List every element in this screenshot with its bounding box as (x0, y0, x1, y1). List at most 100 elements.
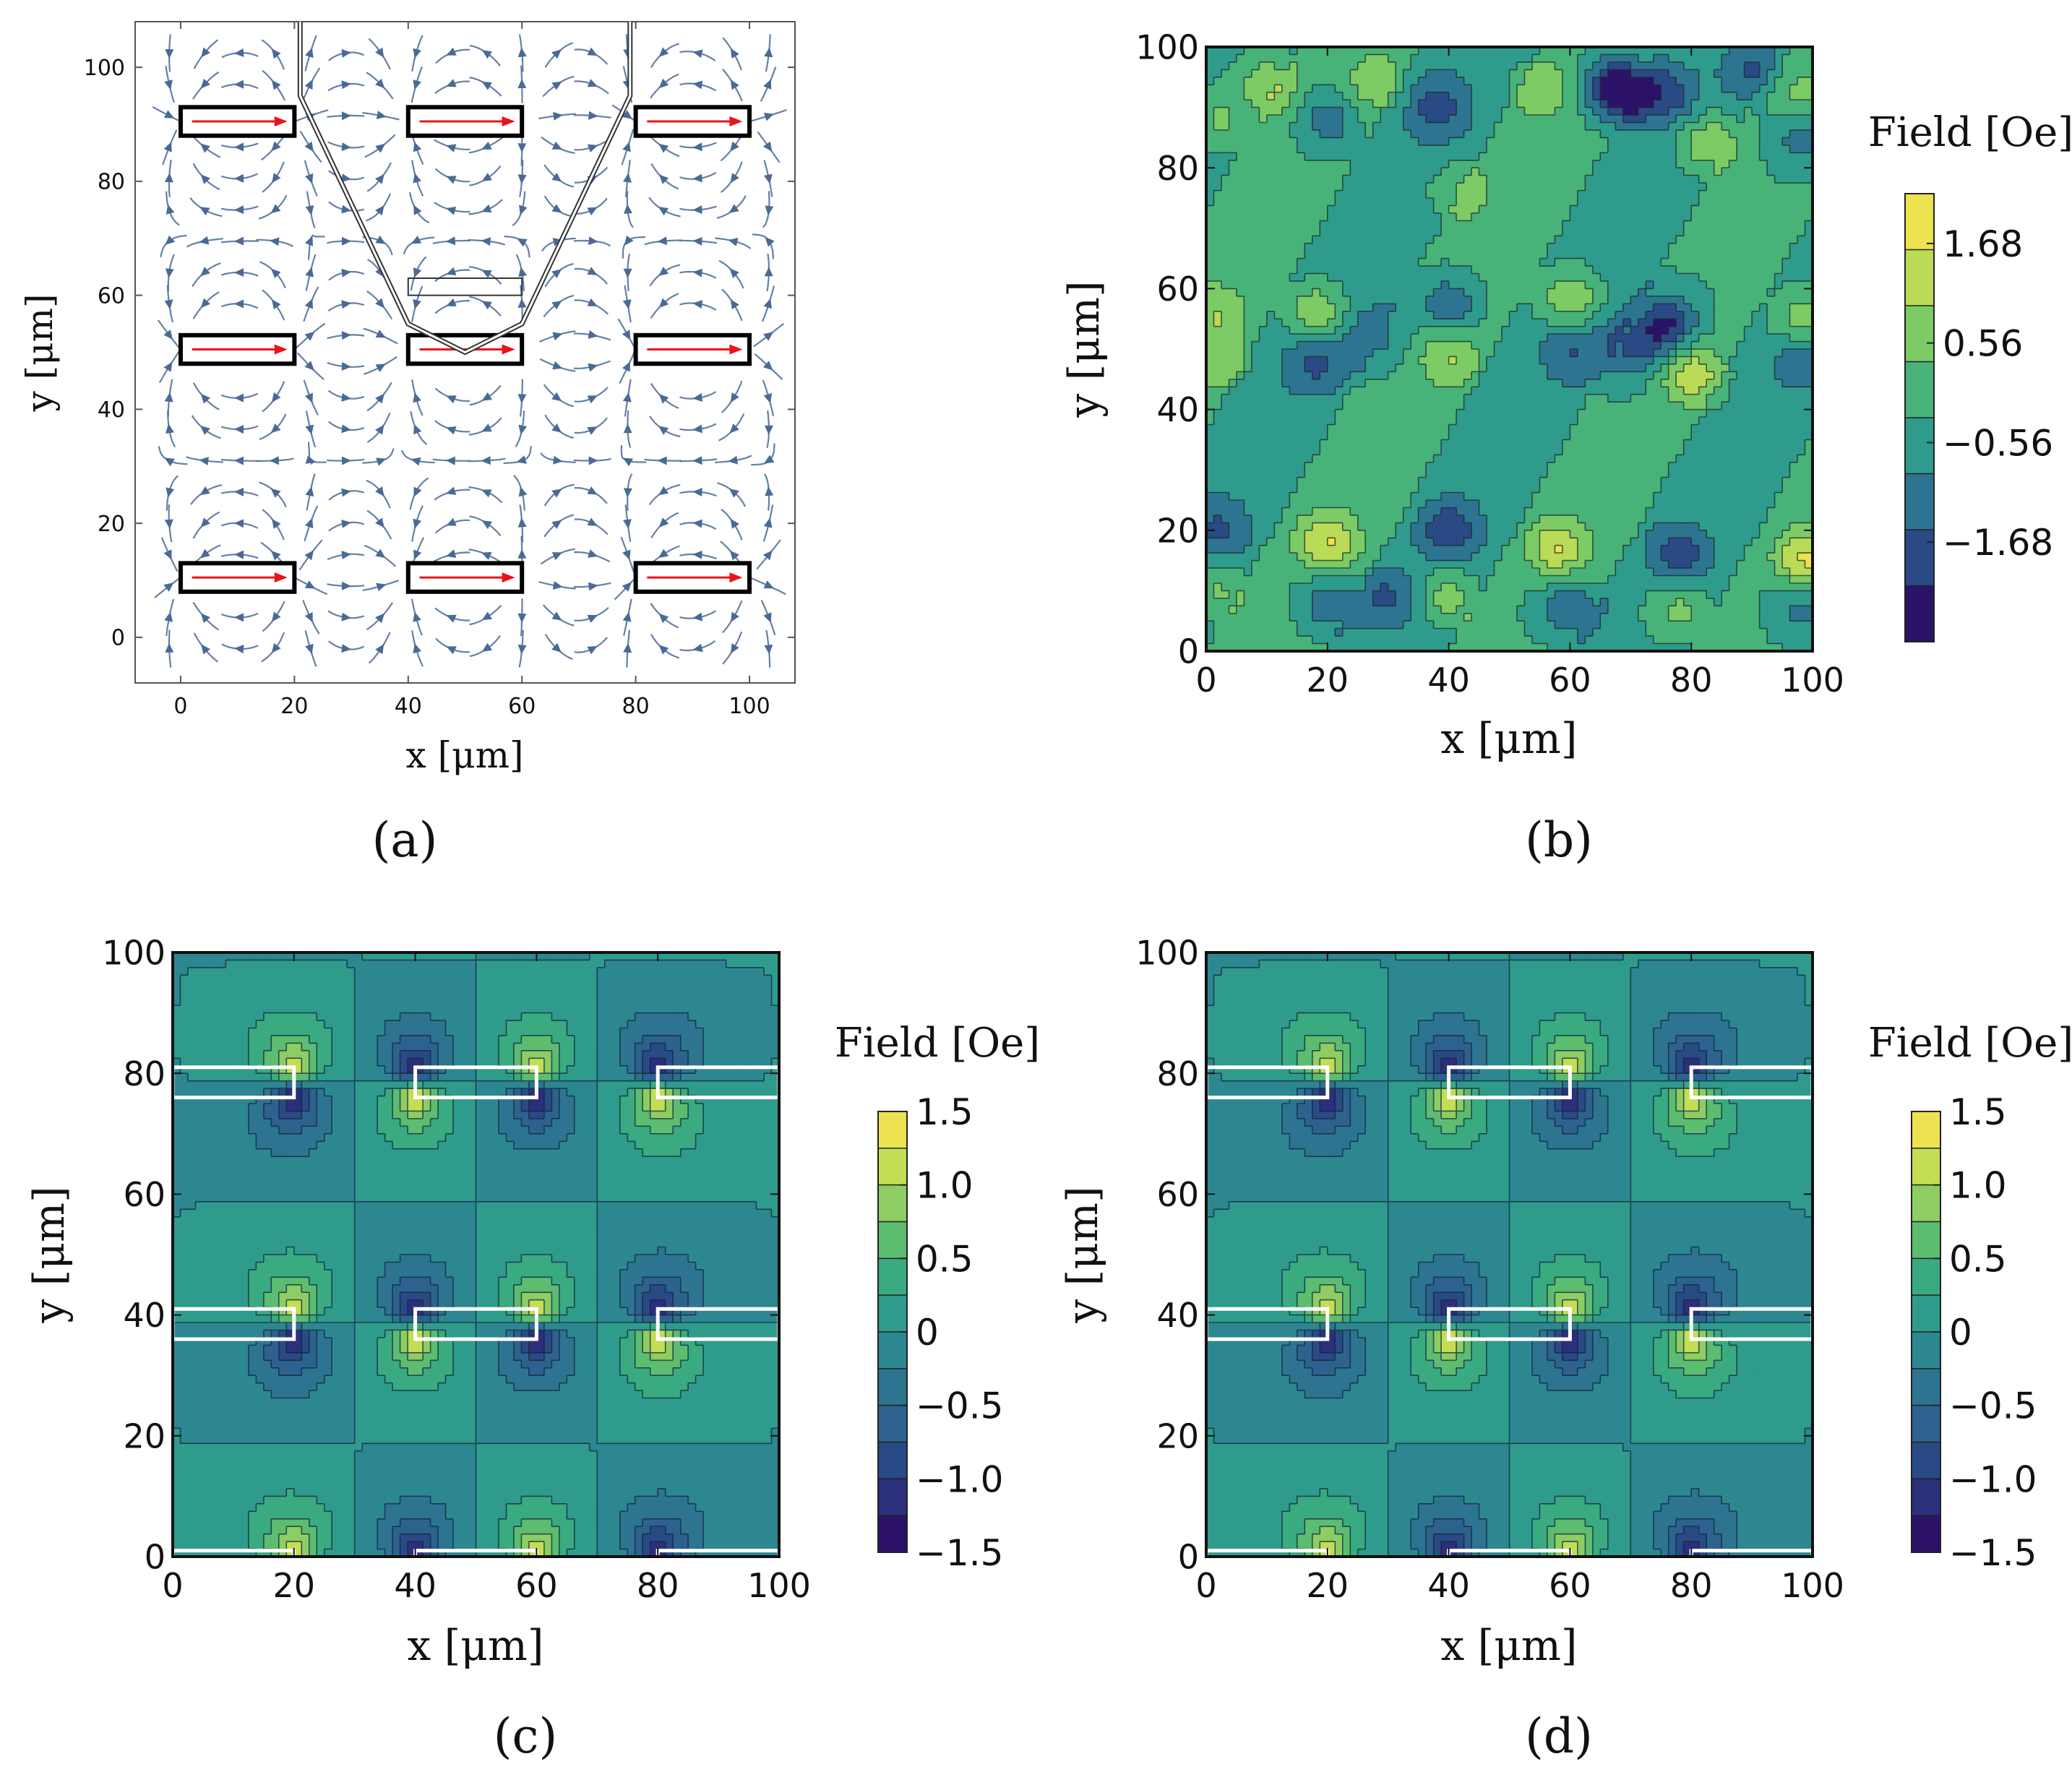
contour-cell (1479, 553, 1487, 562)
contour-cell (1653, 311, 1662, 319)
contour-cell (1767, 251, 1776, 259)
contour-cell (1456, 636, 1465, 645)
contour-cell (1297, 304, 1305, 312)
contour-cell (1297, 439, 1305, 448)
contour-cell (1327, 545, 1336, 554)
contour-cell (1570, 560, 1578, 569)
contour-cell (1342, 500, 1351, 509)
contour-cell (1638, 545, 1646, 554)
contour-cell (1630, 522, 1639, 531)
magnetic-moment-arrowhead (274, 572, 288, 583)
contour-cell (1805, 575, 1813, 584)
contour-cell (1721, 590, 1730, 599)
contour-cell (1592, 470, 1601, 478)
contour-cell (1463, 492, 1472, 501)
contour-cell (1744, 568, 1753, 577)
contour-cell (1706, 477, 1715, 486)
contour-cell (1592, 613, 1601, 621)
contour-cell (1592, 568, 1601, 577)
contour-cell (1714, 575, 1722, 584)
contour-cell (1236, 485, 1245, 494)
contour-cell (1744, 311, 1753, 319)
contour-cell (1281, 485, 1290, 494)
contour-cell (1698, 507, 1707, 516)
contour-cell (1365, 500, 1374, 509)
contour-cell (1463, 326, 1472, 335)
field-arrowhead (413, 48, 421, 59)
contour-cell (1274, 431, 1283, 440)
contour-cell (1570, 582, 1578, 591)
contour-cell (1266, 621, 1275, 629)
field-arrowhead (481, 173, 492, 181)
contour-cell (1592, 304, 1601, 312)
contour-cell (1516, 470, 1526, 478)
contour-cell (1456, 379, 1465, 387)
contour-cell (1805, 590, 1813, 599)
contour-cell (1426, 304, 1435, 312)
contour-cell (1539, 356, 1548, 365)
contour-cell (1767, 364, 1776, 372)
contour-cell (1767, 341, 1776, 350)
contour-cell (1691, 431, 1700, 440)
contour-cell (1259, 477, 1268, 486)
contour-cell (1327, 643, 1336, 651)
field-arrowhead (304, 612, 313, 623)
contour-cell (1327, 568, 1336, 577)
contour-cell (1221, 492, 1230, 501)
contour-cell (1630, 258, 1639, 267)
contour-cell (1494, 582, 1503, 591)
contour-cell (1706, 553, 1715, 562)
contour-cell (1487, 553, 1495, 562)
contour-cell (1767, 621, 1776, 629)
contour-cell (1281, 507, 1290, 516)
contour-cell (1244, 326, 1252, 335)
contour-cell (1418, 402, 1427, 410)
contour-cell (1502, 462, 1510, 470)
contour-cell (1797, 545, 1806, 554)
contour-cell (1509, 319, 1518, 327)
contour-cell (1388, 280, 1396, 289)
contour-cell (1577, 319, 1586, 327)
contour-cell (1456, 507, 1465, 516)
contour-cell (1388, 356, 1396, 365)
contour-cell (1577, 424, 1586, 433)
contour-cell (1221, 280, 1230, 289)
contour-cell (1782, 304, 1791, 312)
contour-cell (1281, 364, 1290, 372)
contour-cell (1600, 485, 1609, 494)
contour-cell (1509, 379, 1518, 387)
contour-cell (1592, 409, 1601, 418)
contour-cell (1714, 251, 1722, 259)
contour-cell (1805, 409, 1813, 418)
contour-cell (1622, 439, 1631, 448)
contour-cell (1312, 326, 1320, 335)
contour-cell (1320, 636, 1328, 645)
contour-cell (1592, 311, 1601, 319)
contour-cell (1691, 598, 1700, 606)
contour-cell (1494, 553, 1503, 562)
field-arrowhead (234, 456, 244, 465)
contour-cell (1622, 402, 1631, 410)
contour-cell (1744, 364, 1753, 372)
contour-cell (1281, 447, 1290, 455)
contour-cell (1630, 349, 1639, 358)
contour-cell (1782, 628, 1791, 637)
contour-cell (1752, 273, 1761, 282)
contour-cell (1668, 349, 1677, 358)
field-arrowhead (445, 456, 455, 465)
contour-cell (1274, 371, 1283, 380)
contour-cell (1259, 613, 1268, 621)
contour-cell (1547, 606, 1556, 614)
contour-cell (1737, 251, 1745, 259)
field-arrowhead (729, 550, 739, 561)
contour-cell (1729, 319, 1737, 327)
contour-cell (1729, 530, 1737, 538)
field-arrowhead (375, 549, 386, 559)
contour-cell (1236, 636, 1245, 645)
contour-cell (1274, 553, 1283, 562)
contour-cell (1570, 349, 1578, 358)
contour-cell (1698, 628, 1707, 637)
contour-cell (1744, 545, 1753, 554)
contour-cell (1380, 613, 1389, 621)
contour-cell (1335, 364, 1344, 372)
